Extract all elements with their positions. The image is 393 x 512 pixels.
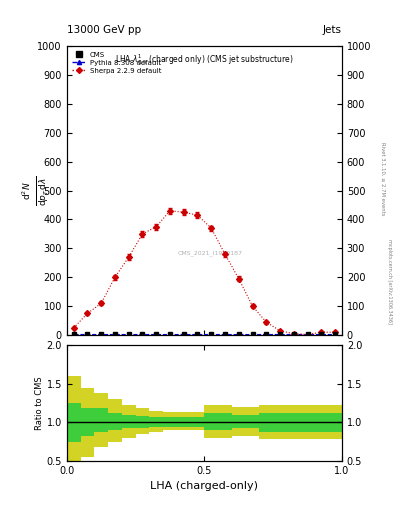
Pythia 8.308 default: [140, 331, 145, 337]
Pythia 8.308 default: [85, 331, 90, 337]
Pythia 8.308 default: [222, 331, 227, 337]
Legend: CMS, Pythia 8.308 default, Sherpa 2.2.9 default: CMS, Pythia 8.308 default, Sherpa 2.2.9 …: [70, 50, 163, 76]
Pythia 8.308 default: [99, 331, 104, 337]
Pythia 8.308 default: [264, 331, 269, 337]
Pythia 8.308 default: [250, 331, 255, 337]
Pythia 8.308 default: [209, 331, 214, 337]
Pythia 8.308 default: [237, 331, 241, 337]
Y-axis label: $\mathrm{d}^2N$
$\overline{\mathrm{d}p_T\,\mathrm{d}\lambda}$: $\mathrm{d}^2N$ $\overline{\mathrm{d}p_T…: [21, 176, 51, 206]
Text: LHA $\lambda^{1}_{0.5}$ (charged only) (CMS jet substructure): LHA $\lambda^{1}_{0.5}$ (charged only) (…: [115, 52, 294, 67]
Line: Pythia 8.308 default: Pythia 8.308 default: [72, 332, 337, 336]
Text: CMS_2021_I1920187: CMS_2021_I1920187: [177, 250, 242, 256]
Pythia 8.308 default: [319, 331, 324, 337]
Pythia 8.308 default: [154, 331, 159, 337]
Pythia 8.308 default: [195, 331, 200, 337]
Text: 13000 GeV pp: 13000 GeV pp: [67, 25, 141, 35]
Text: Rivet 3.1.10, ≥ 2.7M events: Rivet 3.1.10, ≥ 2.7M events: [381, 142, 386, 216]
Pythia 8.308 default: [72, 331, 76, 337]
Y-axis label: Ratio to CMS: Ratio to CMS: [35, 376, 44, 430]
Pythia 8.308 default: [182, 331, 186, 337]
Text: Jets: Jets: [323, 25, 342, 35]
Text: mcplots.cern.ch [arXiv:1306.3436]: mcplots.cern.ch [arXiv:1306.3436]: [387, 239, 391, 324]
Pythia 8.308 default: [127, 331, 131, 337]
Pythia 8.308 default: [333, 331, 338, 337]
X-axis label: LHA (charged-only): LHA (charged-only): [151, 481, 258, 491]
Pythia 8.308 default: [292, 331, 296, 337]
Pythia 8.308 default: [278, 331, 283, 337]
Pythia 8.308 default: [113, 331, 118, 337]
Pythia 8.308 default: [305, 331, 310, 337]
Pythia 8.308 default: [168, 331, 173, 337]
